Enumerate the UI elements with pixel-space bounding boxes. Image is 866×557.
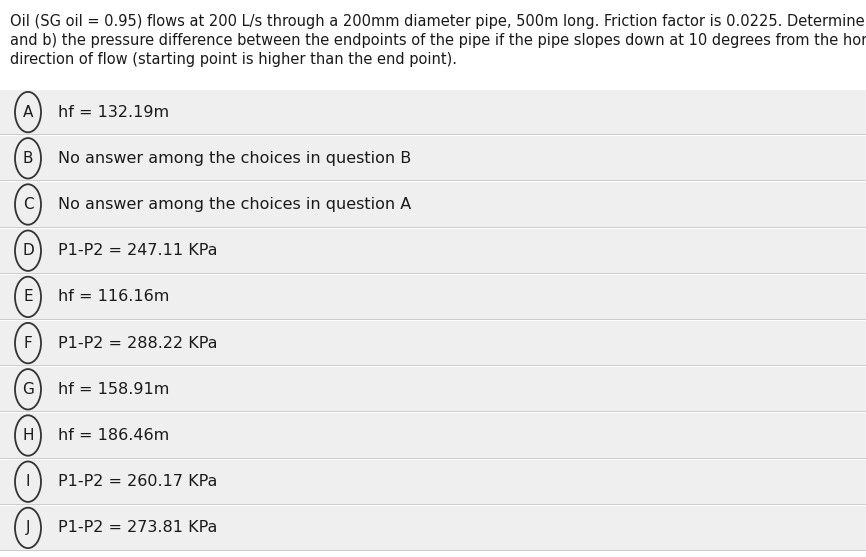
Bar (0, 136, 866, 180)
Text: hf = 132.19m: hf = 132.19m (58, 105, 169, 120)
Bar (0, 413, 866, 458)
Text: D: D (23, 243, 34, 258)
Bar (0, 228, 866, 273)
Text: P1-P2 = 288.22 KPa: P1-P2 = 288.22 KPa (58, 336, 217, 350)
Text: No answer among the choices in question A: No answer among the choices in question … (58, 197, 411, 212)
Text: and b) the pressure difference between the endpoints of the pipe if the pipe slo: and b) the pressure difference between t… (10, 33, 866, 48)
Text: J: J (26, 520, 30, 535)
Text: hf = 186.46m: hf = 186.46m (58, 428, 169, 443)
Bar (0, 321, 866, 365)
Bar (0, 90, 866, 134)
Bar (0, 506, 866, 550)
Text: G: G (22, 382, 34, 397)
Text: I: I (26, 474, 30, 489)
Text: E: E (23, 290, 33, 304)
Text: P1-P2 = 260.17 KPa: P1-P2 = 260.17 KPa (58, 474, 217, 489)
Text: hf = 116.16m: hf = 116.16m (58, 290, 170, 304)
Text: H: H (23, 428, 34, 443)
Text: No answer among the choices in question B: No answer among the choices in question … (58, 151, 411, 166)
Text: P1-P2 = 247.11 KPa: P1-P2 = 247.11 KPa (58, 243, 217, 258)
Bar (0, 275, 866, 319)
Bar (0, 182, 866, 227)
Bar (0, 460, 866, 504)
Text: hf = 158.91m: hf = 158.91m (58, 382, 170, 397)
Text: A: A (23, 105, 33, 120)
Text: C: C (23, 197, 33, 212)
Text: B: B (23, 151, 33, 166)
Bar (0, 367, 866, 412)
Text: direction of flow (starting point is higher than the end point).: direction of flow (starting point is hig… (10, 52, 457, 67)
Text: F: F (23, 336, 32, 350)
Text: P1-P2 = 273.81 KPa: P1-P2 = 273.81 KPa (58, 520, 217, 535)
Text: Oil (SG oil = 0.95) flows at 200 L/s through a 200mm diameter pipe, 500m long. F: Oil (SG oil = 0.95) flows at 200 L/s thr… (10, 14, 866, 29)
